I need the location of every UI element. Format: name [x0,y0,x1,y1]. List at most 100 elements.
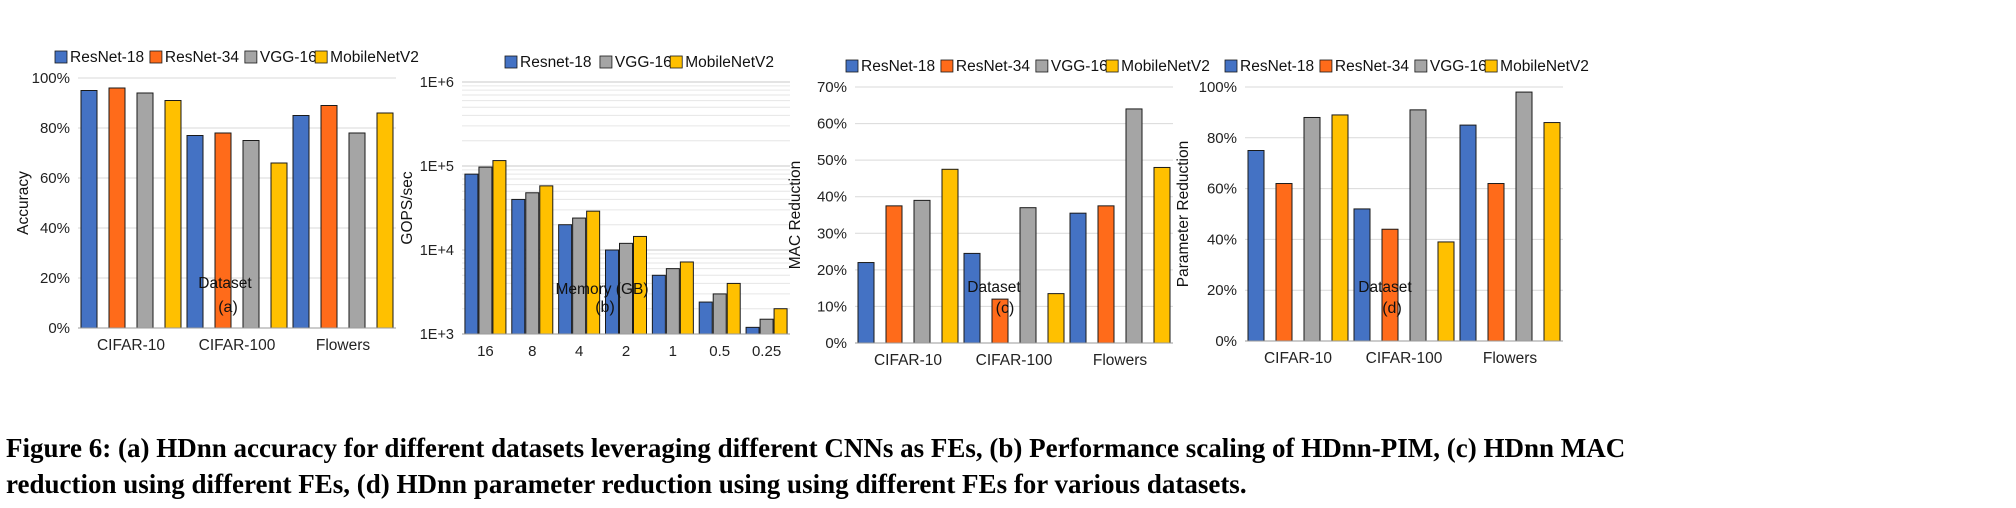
legend-label: ResNet-18 [1240,58,1314,75]
bar-resnet-18-cifar-10 [80,90,98,329]
bar-vgg-16-1 [665,268,680,335]
legend-swatch-vgg-16 [244,50,258,64]
bar-vgg-16-flowers [1515,91,1533,342]
x-tick-label: Flowers [1093,352,1148,369]
bar-mobilenetv2-cifar-100 [1047,293,1065,344]
bar-vgg-16-cifar-100 [1019,207,1037,344]
bar-mobilenetv2-8 [539,185,554,335]
legend-swatch-resnet-18 [845,59,859,73]
legend-swatch-mobilenetv2 [1105,59,1119,73]
bar-resnet-18-flowers [292,115,310,329]
bar-resnet-34-flowers [1487,183,1505,342]
bar-mobilenetv2-1 [679,261,694,335]
y-tick-label: 20% [817,262,847,279]
panel-label: (a) [218,299,238,316]
x-axis-label: Dataset [1358,279,1412,296]
y-tick-label: 40% [40,220,70,237]
legend-swatch-vgg-16 [1414,59,1428,73]
bar-resnet-18-8 [511,198,526,335]
legend-label: MobileNetV2 [330,49,419,66]
legend-label: ResNet-18 [861,58,935,75]
legend-label: VGG-16 [1430,58,1487,75]
y-tick-label: 1E+4 [420,243,454,259]
bar-vgg-16-4 [572,217,587,335]
bar-mobilenetv2-cifar-100 [1437,241,1455,342]
bar-resnet-34-flowers [320,105,338,329]
legend-swatch-resnet-18 [504,55,518,69]
bar-mobilenetv2-flowers [376,112,394,329]
y-tick-label: 100% [1199,79,1237,96]
y-tick-label: 1E+6 [420,75,454,91]
legend-swatch-resnet-34 [149,50,163,64]
y-tick-label: 10% [817,298,847,315]
y-tick-label: 0% [825,335,847,352]
y-tick-label: 0% [48,320,70,337]
bar-resnet-18-16 [464,173,479,335]
bar-vgg-16-flowers [348,132,366,329]
y-tick-label: 50% [817,152,847,169]
y-tick-label: 1E+5 [420,159,454,175]
legend-swatch-resnet-18 [1224,59,1238,73]
y-axis-label: Parameter Reduction [1175,141,1192,287]
legend-label: MobileNetV2 [1500,58,1589,75]
x-tick-label: CIFAR-100 [199,337,276,354]
legend-label: VGG-16 [1051,58,1108,75]
bar-resnet-18-cifar-100 [1353,208,1371,342]
bar-resnet-34-cifar-10 [1275,183,1293,342]
y-tick-label: 100% [32,70,70,87]
x-axis-label: Dataset [967,279,1021,296]
y-tick-label: 30% [817,225,847,242]
x-tick-label: CIFAR-100 [976,352,1053,369]
x-tick-label: 0.5 [709,343,730,360]
bar-mobilenetv2-0.5 [726,282,741,335]
bar-mobilenetv2-cifar-10 [941,168,959,344]
legend-label: ResNet-34 [165,49,239,66]
y-tick-label: 70% [817,79,847,96]
figure-panels: 0%20%40%60%80%100%CIFAR-10 CIFAR-100 Flowe… [15,49,1589,369]
x-axis-label: Memory (GB) [556,281,649,298]
bar-vgg-16-0.25 [759,318,774,335]
y-tick-label: 20% [1207,282,1237,299]
legend-label: ResNet-34 [956,58,1030,75]
legend-swatch-resnet-34 [940,59,954,73]
x-tick-label: 1 [669,343,677,360]
y-axis-label: Accuracy [15,171,32,235]
bar-resnet-34-cifar-10 [885,205,903,344]
legend-swatch-mobilenetv2 [1484,59,1498,73]
panel-label: (b) [595,299,615,316]
bar-vgg-16-cifar-10 [136,92,154,329]
y-tick-label: 40% [1207,231,1237,248]
y-tick-label: 60% [817,116,847,133]
legend-label: VGG-16 [615,54,672,71]
legend-label: Resnet-18 [520,54,592,71]
y-tick-label: 1E+3 [420,327,454,343]
x-tick-label: 0.25 [752,343,781,360]
y-tick-label: 60% [40,170,70,187]
bar-resnet-18-cifar-10 [1247,150,1265,342]
panel-label: (d) [1382,300,1402,317]
y-tick-label: 80% [40,120,70,137]
bar-resnet-18-cifar-100 [963,252,981,344]
x-tick-label: CIFAR-10 [874,352,942,369]
legend-label: MobileNetV2 [685,54,774,71]
legend-label: MobileNetV2 [1121,58,1210,75]
legend-swatch-resnet-18 [54,50,68,64]
x-axis-label: Dataset [198,275,252,292]
bar-vgg-16-cifar-10 [913,199,931,344]
legend-swatch-mobilenetv2 [669,55,683,69]
x-tick-label: Flowers [1483,350,1538,367]
x-tick-label: CIFAR-10 [97,337,165,354]
x-tick-label: 2 [622,343,630,360]
x-tick-label: 4 [575,343,583,360]
bar-vgg-16-flowers [1125,108,1143,344]
y-tick-label: 0% [1215,333,1237,350]
bar-mobilenetv2-16 [492,160,507,335]
bar-resnet-18-cifar-10 [857,262,875,344]
legend-label: VGG-16 [260,49,317,66]
bar-resnet-18-cifar-100 [186,135,204,329]
y-tick-label: 40% [817,189,847,206]
x-tick-label: CIFAR-10 [1264,350,1332,367]
bar-mobilenetv2-0.25 [773,308,788,335]
x-tick-label: 8 [528,343,536,360]
bar-vgg-16-cifar-100 [1409,109,1427,342]
